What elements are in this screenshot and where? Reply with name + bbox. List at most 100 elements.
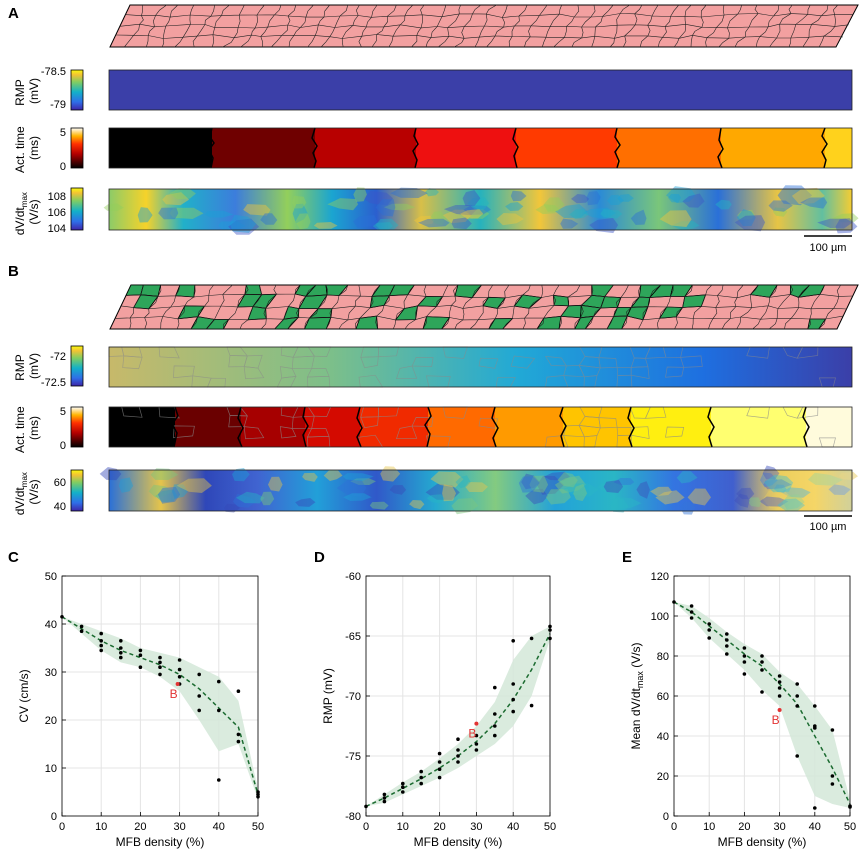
- data-point: [777, 674, 782, 678]
- chart-dvdt: B 0 10 20 30 40 50 0 20 40 60 80 100 120 MFB density (…: [629, 571, 856, 849]
- data-point: [529, 703, 534, 708]
- x-axis-label: MFB density (%): [116, 835, 205, 849]
- x-tick-label: 10: [703, 821, 715, 833]
- data-point: [79, 629, 84, 633]
- rmp-B-tick-bottom: -72.5: [41, 377, 66, 389]
- data-point: [707, 628, 711, 632]
- y-tick-label: -75: [345, 751, 361, 763]
- y-tick-label: 60: [657, 691, 669, 703]
- rmp-A-tick-top: -78.5: [41, 66, 66, 78]
- acttime-B-tick-top: 5: [60, 406, 66, 418]
- y-tick-label: -60: [345, 571, 361, 583]
- y-tick-label: 10: [45, 763, 57, 775]
- dvdt-A-tick-106: 106: [48, 207, 66, 219]
- data-point: [138, 653, 143, 657]
- dvdt-label-A: dV/dtmax (V/s): [13, 189, 41, 236]
- data-point: [742, 672, 747, 676]
- mean-line: [673, 601, 851, 805]
- data-point: [382, 796, 387, 800]
- data-point: [177, 667, 182, 672]
- data-point: [236, 739, 241, 744]
- acttime-map-A: [108, 127, 853, 169]
- data-point: [689, 604, 694, 608]
- data-point: [236, 689, 241, 693]
- data-point: [99, 639, 103, 643]
- data-point: [99, 648, 103, 653]
- data-point: [813, 704, 817, 708]
- colorbar-rmp-A: [70, 69, 84, 111]
- panel-label-B: B: [8, 263, 19, 280]
- data-point: [197, 672, 201, 677]
- data-point: [474, 742, 479, 746]
- dvdt-map-B: [99, 465, 858, 515]
- chart-cv: B 0 10 20 30 40 50 0 10 20 30 40 50 MFB density (%) CV…: [17, 571, 264, 849]
- data-point: [725, 638, 729, 642]
- acttime-label-B: Act. time (ms): [13, 403, 41, 453]
- data-point: [119, 646, 123, 650]
- data-point: [138, 665, 143, 669]
- data-point: [382, 792, 387, 797]
- confidence-band: [366, 626, 550, 807]
- data-point: [511, 709, 515, 714]
- x-tick-label: 0: [59, 821, 65, 833]
- rmp-label-A: RMP (mV): [13, 76, 41, 106]
- rmp-map-B: [108, 346, 853, 388]
- confidence-band: [674, 602, 850, 808]
- data-point: [158, 672, 162, 677]
- data-point: [99, 643, 103, 648]
- data-point: [760, 660, 764, 664]
- data-point: [707, 622, 711, 626]
- data-point: [382, 799, 387, 804]
- x-tick-label: 30: [773, 821, 785, 833]
- data-point: [760, 668, 764, 672]
- data-point: [158, 660, 162, 665]
- data-point: [493, 712, 497, 716]
- dvdt-B-tick-60: 60: [54, 477, 66, 489]
- panel-label-A: A: [8, 5, 19, 22]
- data-point: [177, 675, 182, 679]
- y-tick-label: 0: [663, 811, 669, 823]
- data-point: [813, 726, 817, 730]
- x-tick-label: 30: [470, 821, 482, 833]
- x-tick-label: 40: [507, 821, 519, 833]
- y-axis-label: RMP (mV): [321, 668, 335, 724]
- acttime-map-B: [108, 406, 853, 448]
- data-point: [795, 682, 799, 686]
- data-point: [760, 690, 764, 694]
- dvdt-A-tick-104: 104: [48, 223, 66, 235]
- rmp-map-A: [108, 69, 853, 111]
- y-axis-label: Mean dV/dtmax (V/s): [629, 642, 645, 749]
- data-point: [529, 636, 534, 641]
- data-point: [474, 748, 479, 752]
- y-tick-label: 40: [657, 731, 669, 743]
- x-tick-label: 10: [397, 821, 409, 833]
- data-point: [99, 631, 103, 636]
- data-point: [236, 732, 241, 737]
- data-point: [119, 639, 123, 643]
- data-point: [437, 767, 442, 771]
- data-point: [217, 679, 221, 684]
- data-point: [437, 751, 442, 756]
- y-axis-label: CV (cm/s): [17, 669, 31, 722]
- y-tick-label: 20: [45, 715, 57, 727]
- data-point: [813, 806, 817, 810]
- data-point: [79, 624, 84, 629]
- x-axis-label: MFB density (%): [718, 835, 807, 849]
- rmp-label-B: RMP (mV): [13, 351, 41, 381]
- dvdt-label-B: dV/dtmax (V/s): [13, 469, 41, 516]
- colorbar-dvdt-B: [70, 469, 84, 512]
- x-axis-label: MFB density (%): [414, 835, 503, 849]
- data-point: [217, 778, 221, 782]
- dvdt-A-tick-108: 108: [48, 191, 66, 203]
- data-point: [119, 651, 123, 655]
- data-point: [493, 685, 497, 690]
- data-point: [760, 654, 764, 658]
- data-point: [795, 754, 799, 758]
- data-point: [777, 694, 782, 698]
- data-point: [707, 636, 711, 640]
- data-point: [401, 781, 405, 786]
- data-point: [511, 639, 515, 643]
- x-tick-label: 30: [173, 821, 185, 833]
- data-point: [177, 658, 182, 662]
